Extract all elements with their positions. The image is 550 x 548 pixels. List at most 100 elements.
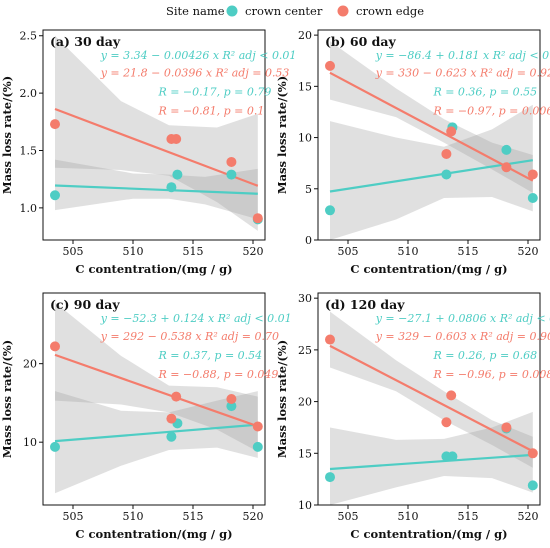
- annotation-edge: y = 329 − 0.603 x R² adj = 0.90: [375, 330, 550, 343]
- fit-line-center: [54, 423, 258, 443]
- data-point-edge: [501, 162, 512, 173]
- confidence-band-edge: [55, 302, 258, 452]
- legend: Site name crown center crown edge: [166, 4, 424, 18]
- data-point-center: [325, 205, 335, 216]
- x-tick-label: 510: [398, 510, 419, 523]
- x-tick-label: 520: [518, 510, 539, 523]
- x-tick-label: 520: [243, 510, 264, 523]
- data-point-edge: [527, 448, 538, 459]
- y-tick-label: 1.5: [20, 144, 38, 157]
- annotation-center: R = 0.26, p = 0.68: [432, 349, 537, 362]
- y-tick-label: 0: [305, 234, 312, 247]
- x-tick-label: 515: [458, 510, 479, 523]
- x-tick-label: 515: [183, 510, 204, 523]
- x-tick-label: 505: [63, 510, 84, 523]
- data-point-center: [447, 451, 458, 462]
- data-point-edge: [171, 391, 182, 402]
- confidence-band-center: [330, 104, 533, 240]
- legend-title: Site name: [166, 4, 225, 18]
- data-point-center: [226, 401, 237, 412]
- plot-area: [325, 41, 538, 240]
- x-axis-title: C contentration/(mg / g): [350, 527, 507, 541]
- data-point-center: [166, 431, 177, 442]
- data-point-edge: [446, 126, 457, 137]
- y-tick-label: 15: [298, 80, 312, 93]
- chart-panel-3: 505 510 515 520 10 20 C contentration/(mg / g)…: [0, 292, 292, 541]
- x-axis-title: C contentration/(mg / g): [75, 262, 232, 276]
- confidence-band-edge: [330, 41, 533, 193]
- fit-line-center: [329, 159, 533, 193]
- annotation-edge: y = 330 − 0.623 x R² adj = 0.92: [375, 67, 550, 80]
- data-point-edge: [252, 213, 263, 224]
- data-point-edge: [226, 156, 237, 167]
- data-point-edge: [252, 421, 263, 432]
- x-tick-label: 520: [518, 245, 539, 258]
- data-point-edge: [171, 134, 182, 145]
- panel-title: (a) 30 day: [50, 34, 121, 49]
- data-point-center: [172, 169, 183, 180]
- data-point-edge: [501, 422, 512, 433]
- x-tick-label: 515: [183, 245, 204, 258]
- y-tick-label: 20: [298, 396, 312, 409]
- confidence-band-edge: [55, 35, 258, 231]
- data-point-center: [50, 190, 60, 201]
- confidence-band-center: [55, 391, 258, 494]
- annotation-center: R = 0.36, p = 0.55: [432, 86, 537, 99]
- y-axis-title: Mass loss rate/(%): [275, 340, 289, 458]
- fit-line-edge: [329, 344, 534, 453]
- x-tick-label: 515: [458, 245, 479, 258]
- plot-frame: [317, 292, 541, 506]
- y-axis-title: Mass loss rate/(%): [0, 340, 14, 458]
- legend-marker-crown-center: [226, 5, 238, 17]
- plot-area: [50, 302, 263, 494]
- annotation-edge: y = 21.8 − 0.0396 x R² adj = 0.53: [100, 67, 290, 80]
- y-tick-label: 15: [298, 447, 312, 460]
- x-tick-label: 520: [243, 245, 264, 258]
- plot-frame: [42, 292, 266, 506]
- data-point-edge: [441, 417, 452, 428]
- fit-line-edge: [54, 353, 259, 428]
- data-point-center: [252, 441, 263, 452]
- panel-title: (b) 60 day: [325, 34, 397, 49]
- data-point-edge: [325, 60, 335, 71]
- panel-title: (d) 120 day: [325, 297, 405, 312]
- x-tick-label: 505: [338, 245, 359, 258]
- x-tick-label: 510: [398, 245, 419, 258]
- data-point-edge: [446, 390, 457, 401]
- fit-line-edge: [54, 107, 259, 187]
- y-tick-label: 20: [23, 358, 37, 371]
- y-tick-label: 10: [23, 436, 37, 449]
- annotation-edge: R = −0.88, p = 0.049: [157, 368, 278, 381]
- y-axis-title: Mass loss rate/(%): [0, 76, 14, 194]
- annotation-center: R = 0.37, p = 0.54: [157, 349, 262, 362]
- data-point-center: [325, 472, 335, 483]
- x-tick-label: 510: [123, 245, 144, 258]
- y-tick-label: 30: [298, 292, 312, 305]
- x-axis-title: C contentration/(mg / g): [350, 262, 507, 276]
- data-point-center: [441, 169, 452, 180]
- y-tick-label: 2.5: [20, 30, 38, 43]
- y-tick-label: 10: [298, 132, 312, 145]
- data-point-center: [50, 441, 60, 452]
- data-point-edge: [226, 394, 237, 404]
- annotation-edge: R = −0.97, p = 0.0065: [432, 104, 550, 117]
- legend-marker-crown-edge: [337, 5, 349, 17]
- plot-frame: [42, 29, 266, 241]
- data-point-edge: [166, 413, 177, 424]
- annotation-center: y = −52.3 + 0.124 x R² adj < 0.01: [100, 312, 292, 325]
- x-tick-label: 505: [338, 510, 359, 523]
- plot-area: [50, 35, 263, 231]
- fit-line-edge: [329, 71, 534, 182]
- data-point-center: [226, 169, 237, 180]
- annotation-center: y = −27.1 + 0.0806 x R² adj < 0.01: [375, 312, 550, 325]
- legend-label-crown-center: crown center: [245, 4, 323, 18]
- data-point-center: [527, 480, 538, 491]
- y-tick-label: 25: [298, 344, 312, 357]
- confidence-band-center: [330, 411, 533, 505]
- data-point-center: [501, 144, 512, 155]
- plot-area: [325, 311, 538, 505]
- y-tick-label: 5: [305, 183, 312, 196]
- data-point-edge: [50, 119, 60, 130]
